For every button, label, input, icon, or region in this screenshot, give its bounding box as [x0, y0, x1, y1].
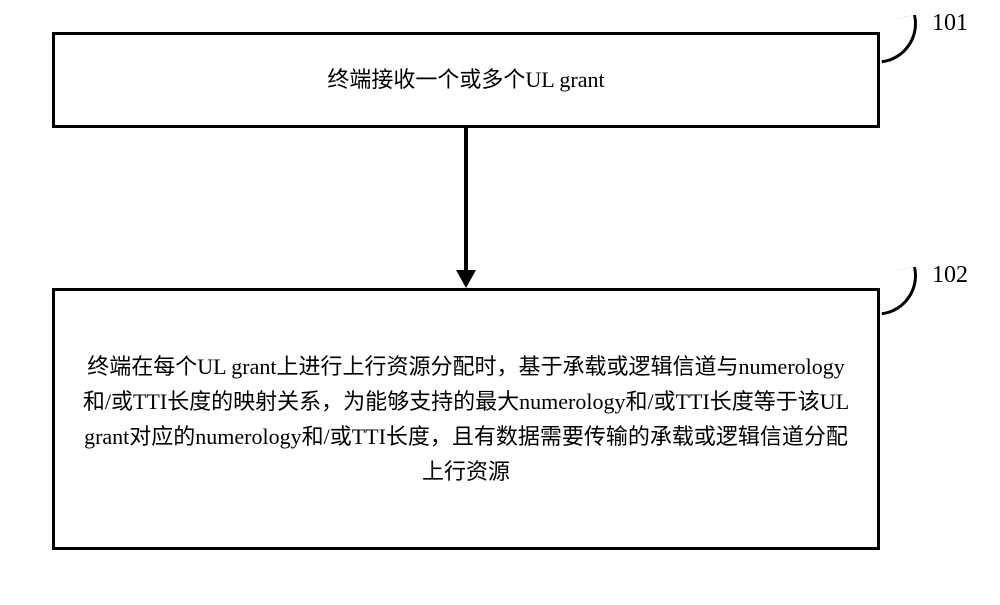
flow-step-1-text: 终端接收一个或多个UL grant	[327, 62, 604, 97]
flow-step-2-label: 102	[932, 262, 968, 289]
callout-curve-1	[875, 15, 924, 64]
callout-curve-2	[875, 267, 924, 316]
flow-step-2: 终端在每个UL grant上进行上行资源分配时，基于承载或逻辑信道与numero…	[52, 288, 880, 550]
flow-step-1: 终端接收一个或多个UL grant	[52, 32, 880, 128]
arrow-line	[464, 128, 468, 270]
flow-step-2-text: 终端在每个UL grant上进行上行资源分配时，基于承载或逻辑信道与numero…	[76, 349, 856, 490]
flow-step-1-label: 101	[932, 10, 968, 37]
arrow-head-icon	[456, 270, 476, 288]
